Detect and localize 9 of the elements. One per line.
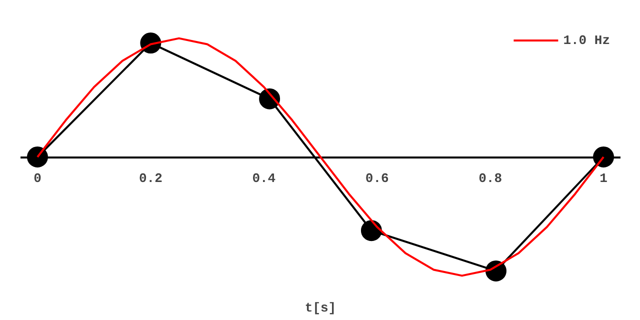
- x-tick-label: 0.2: [138, 171, 163, 186]
- x-axis-title: t[s]: [304, 300, 336, 316]
- x-tick-label: 0.8: [478, 171, 502, 186]
- x-tick-label: 0.4: [252, 171, 276, 186]
- x-tick-label: 0: [34, 171, 42, 186]
- legend-label: 1.0 Hz: [563, 32, 610, 48]
- point: [360, 220, 382, 242]
- x-tick-label: 1: [600, 171, 608, 186]
- x-tick-label: 0.6: [365, 171, 390, 186]
